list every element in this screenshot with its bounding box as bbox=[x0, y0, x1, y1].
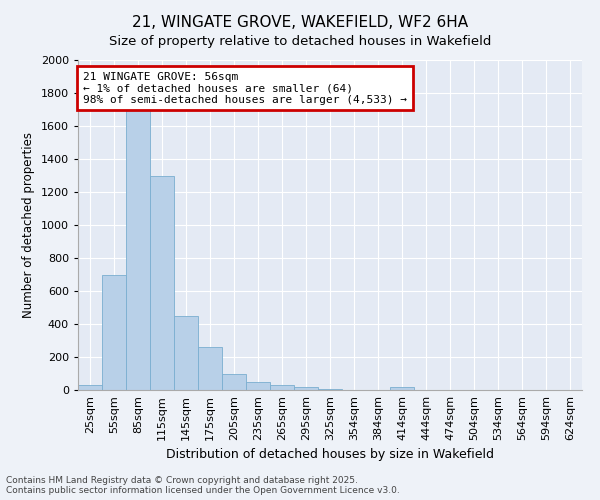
Bar bbox=[270, 385, 294, 390]
Bar bbox=[198, 347, 222, 390]
Bar bbox=[222, 374, 246, 390]
Text: Contains HM Land Registry data © Crown copyright and database right 2025.
Contai: Contains HM Land Registry data © Crown c… bbox=[6, 476, 400, 495]
Text: 21, WINGATE GROVE, WAKEFIELD, WF2 6HA: 21, WINGATE GROVE, WAKEFIELD, WF2 6HA bbox=[132, 15, 468, 30]
Bar bbox=[318, 389, 342, 390]
X-axis label: Distribution of detached houses by size in Wakefield: Distribution of detached houses by size … bbox=[166, 448, 494, 462]
Bar bbox=[294, 386, 318, 390]
Bar bbox=[102, 274, 126, 390]
Bar bbox=[126, 110, 150, 390]
Text: 21 WINGATE GROVE: 56sqm
← 1% of detached houses are smaller (64)
98% of semi-det: 21 WINGATE GROVE: 56sqm ← 1% of detached… bbox=[83, 72, 407, 105]
Y-axis label: Number of detached properties: Number of detached properties bbox=[22, 132, 35, 318]
Bar bbox=[78, 385, 102, 390]
Bar bbox=[174, 316, 198, 390]
Bar bbox=[150, 176, 174, 390]
Bar bbox=[246, 382, 270, 390]
Text: Size of property relative to detached houses in Wakefield: Size of property relative to detached ho… bbox=[109, 35, 491, 48]
Bar bbox=[390, 386, 414, 390]
